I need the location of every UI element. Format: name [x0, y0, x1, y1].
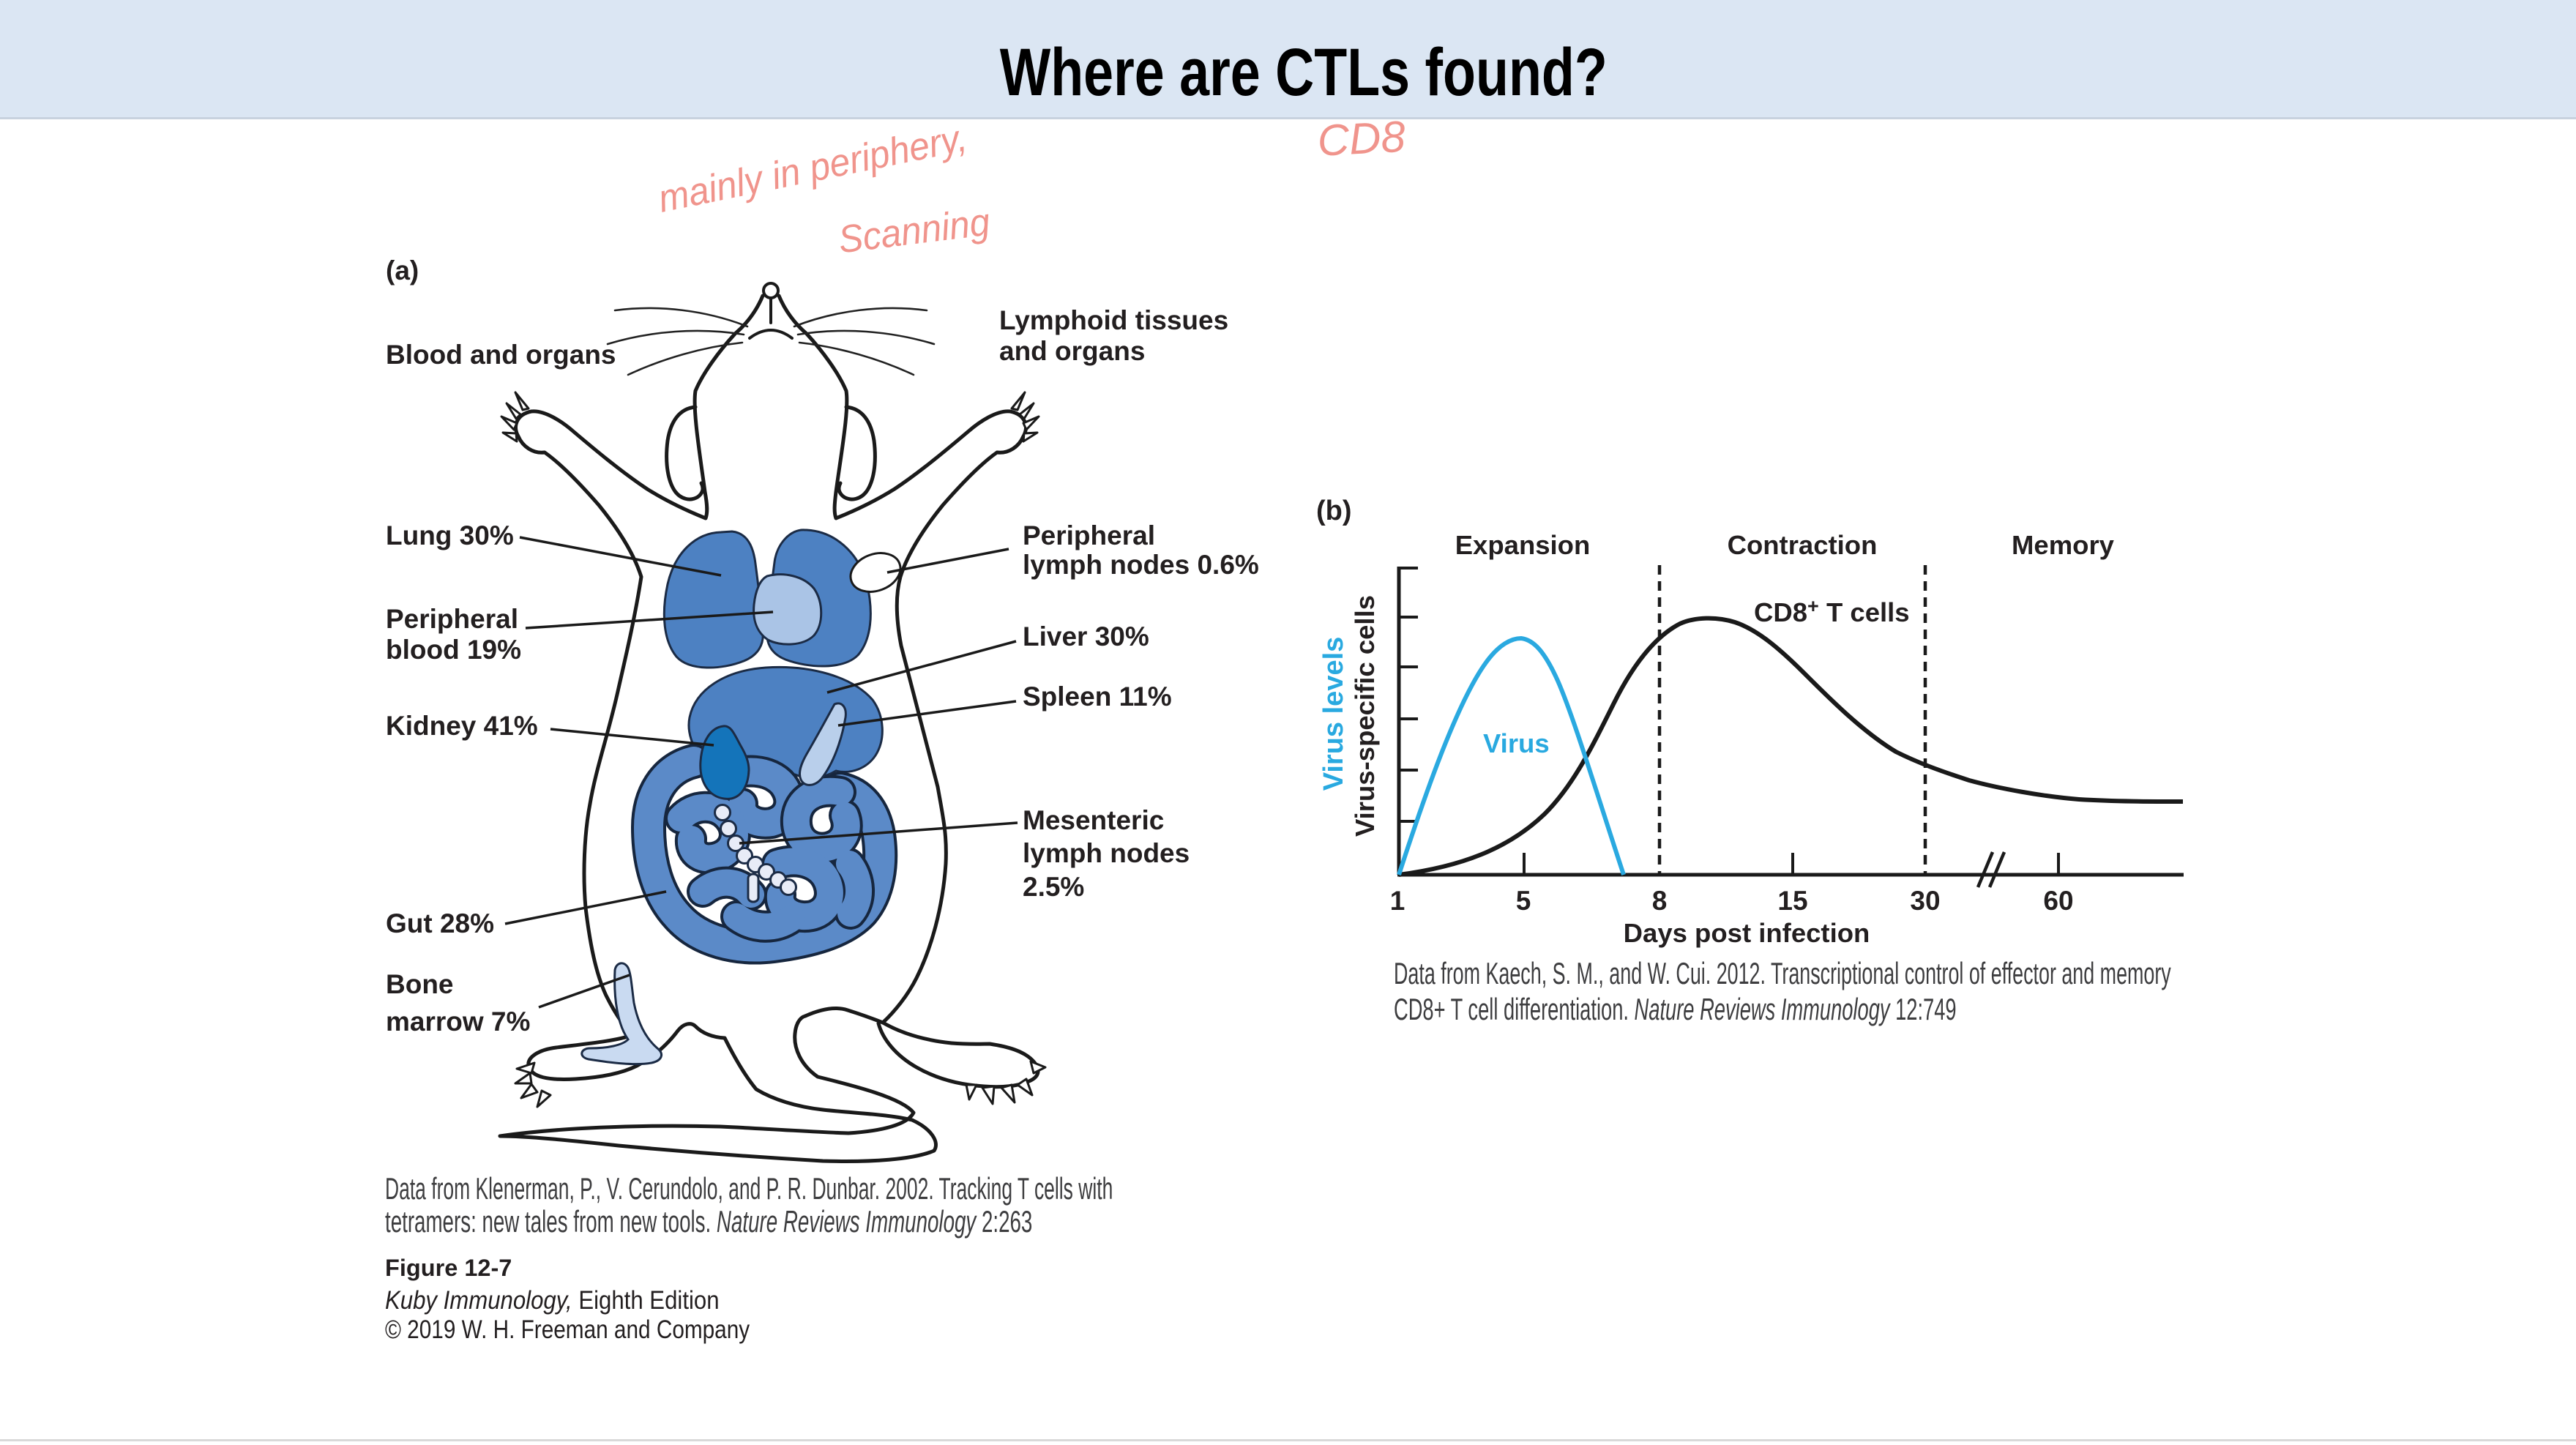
svg-text:Spleen 11%: Spleen 11%	[1023, 682, 1172, 712]
svg-text:Liver 30%: Liver 30%	[1023, 621, 1149, 651]
svg-text:blood 19%: blood 19%	[386, 635, 521, 665]
svg-text:Lymphoid tissues: Lymphoid tissues	[999, 305, 1228, 335]
svg-text:marrow 7%: marrow 7%	[386, 1007, 530, 1037]
svg-text:Virus: Virus	[1483, 728, 1550, 758]
svg-text:Peripheral: Peripheral	[1023, 520, 1155, 550]
svg-text:Blood and organs: Blood and organs	[386, 340, 616, 370]
svg-text:Gut 28%: Gut 28%	[386, 908, 494, 938]
svg-text:15: 15	[1777, 886, 1807, 916]
svg-text:Virus-specific cells: Virus-specific cells	[1350, 595, 1380, 837]
svg-text:lymph nodes: lymph nodes	[1023, 838, 1190, 868]
svg-text:Lung 30%: Lung 30%	[386, 520, 514, 550]
svg-text:Kidney 41%: Kidney 41%	[386, 711, 538, 741]
svg-text:30: 30	[1910, 886, 1940, 916]
svg-text:Memory: Memory	[2012, 530, 2115, 560]
svg-text:60: 60	[2043, 886, 2073, 916]
svg-text:Mesenteric: Mesenteric	[1023, 805, 1164, 835]
svg-text:1: 1	[1390, 886, 1405, 916]
svg-text:CD8+ T cells: CD8+ T cells	[1754, 595, 1910, 627]
svg-text:5: 5	[1516, 886, 1531, 916]
svg-text:and organs: and organs	[999, 336, 1145, 366]
svg-text:Days post infection: Days post infection	[1624, 918, 1870, 948]
svg-text:Contraction: Contraction	[1728, 530, 1878, 560]
svg-text:8: 8	[1652, 886, 1668, 916]
svg-text:(a): (a)	[386, 255, 419, 285]
svg-text:Bone: Bone	[386, 969, 454, 999]
svg-text:lymph nodes 0.6%: lymph nodes 0.6%	[1023, 550, 1259, 580]
svg-text:Peripheral: Peripheral	[386, 604, 518, 634]
svg-text:2.5%: 2.5%	[1023, 872, 1084, 902]
svg-text:(b): (b)	[1316, 496, 1352, 526]
svg-text:Expansion: Expansion	[1455, 530, 1591, 560]
svg-text:Virus levels: Virus levels	[1318, 637, 1349, 791]
